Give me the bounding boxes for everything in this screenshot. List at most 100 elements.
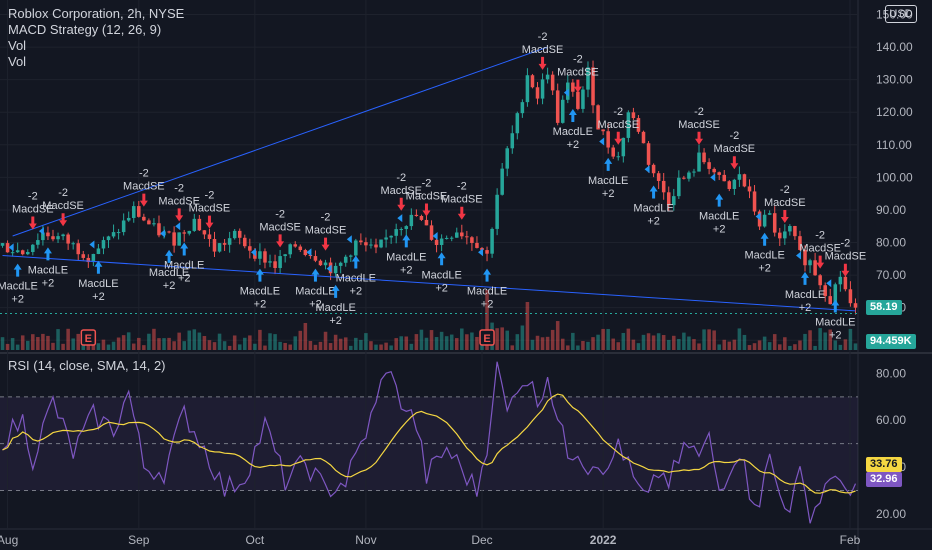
volume-bar <box>106 344 111 350</box>
candle-body <box>313 256 318 261</box>
sell-arrow-icon <box>422 203 431 217</box>
currency-button[interactable]: USD <box>885 5 917 23</box>
sell-arrow-icon <box>614 131 623 145</box>
sell-arrow-icon <box>28 216 37 230</box>
candle-body <box>611 147 615 157</box>
short-qty-label: -2 <box>396 172 406 184</box>
long-entry-label: MacdLE <box>785 289 825 301</box>
candle-body <box>243 237 247 247</box>
volume-bar <box>142 345 146 350</box>
long-qty-label: +2 <box>350 286 363 298</box>
long-qty-label: +2 <box>400 264 413 276</box>
candle-body <box>116 232 121 234</box>
volume-bar <box>813 345 817 350</box>
volume-bar <box>278 341 282 350</box>
short-entry-label: MacdSE <box>189 203 231 215</box>
volume-bar <box>429 330 434 350</box>
price-tick-label: 90.00 <box>876 203 906 217</box>
short-entry-label: MacdSE <box>825 251 867 263</box>
volume-bar <box>560 338 565 350</box>
volume-bar <box>757 340 762 350</box>
candle-body <box>727 181 732 189</box>
candle-body <box>621 137 626 157</box>
volume-bar <box>475 336 479 350</box>
buy-arrow-icon <box>165 249 174 263</box>
long-qty-label: +2 <box>567 139 580 151</box>
volume-bar <box>843 339 848 350</box>
volume-bar <box>187 330 192 350</box>
price-tick-label: 80.00 <box>876 236 906 250</box>
sell-arrow-icon <box>573 79 582 93</box>
volume-bar <box>783 337 787 350</box>
candle-body <box>500 168 504 195</box>
volume-bar <box>258 329 262 350</box>
candle-body <box>20 250 25 255</box>
volume-bar <box>308 340 313 350</box>
volume-bar <box>192 329 197 350</box>
short-qty-label: -2 <box>573 54 583 66</box>
strategy-label: MACD Strategy (12, 26, 9) <box>8 22 162 37</box>
candle-body <box>793 225 797 237</box>
volume-bar <box>76 333 80 350</box>
long-entry-label: MacdLE <box>149 267 189 279</box>
volume-bar <box>101 339 106 350</box>
volume-label-2: Vol <box>8 54 27 69</box>
short-qty-label: -2 <box>538 31 548 43</box>
short-qty-label: -2 <box>422 177 432 189</box>
volume-bar <box>61 343 65 350</box>
candle-body <box>762 214 767 227</box>
short-entry-label: MacdSE <box>441 194 483 206</box>
long-entry-label: MacdLE <box>0 281 38 293</box>
long-entry-label: MacdLE <box>699 211 739 223</box>
candle-body <box>258 251 262 259</box>
candle-body <box>76 243 80 255</box>
volume-bar <box>454 338 459 350</box>
candle-body <box>167 231 171 233</box>
volume-bar <box>116 337 121 350</box>
candle-body <box>273 261 277 268</box>
volume-bar <box>359 339 363 350</box>
volume-bar <box>121 335 126 350</box>
candle-body <box>778 232 782 239</box>
volume-bar <box>838 344 843 350</box>
candle-body <box>752 191 757 212</box>
volume-bar <box>343 337 348 350</box>
sell-arrow-icon <box>321 237 330 251</box>
volume-bar <box>399 336 404 350</box>
entry-marker-icon <box>160 229 166 238</box>
volume-bar <box>808 330 812 350</box>
volume-bar <box>424 337 429 350</box>
candle-body <box>61 234 65 237</box>
time-tick-label: Oct <box>246 533 265 547</box>
buy-arrow-icon <box>402 234 411 248</box>
volume-bar <box>722 339 727 350</box>
candle-body <box>591 67 595 106</box>
short-qty-label: -2 <box>780 184 790 196</box>
volume-bar <box>601 328 605 350</box>
volume-bar <box>288 344 292 350</box>
entry-marker-icon <box>478 248 484 257</box>
candle-body <box>742 174 747 187</box>
long-qty-label: +2 <box>602 188 615 200</box>
candle-body <box>672 196 676 206</box>
volume-bar <box>338 338 343 350</box>
long-qty-label: +2 <box>758 263 771 275</box>
rsi-tick-label: 80.00 <box>876 366 906 380</box>
candle-body <box>717 172 721 175</box>
sell-arrow-icon <box>397 197 406 211</box>
candle-body <box>525 75 530 103</box>
candle-body <box>505 148 509 169</box>
candle-body <box>803 249 807 266</box>
sell-arrow-icon <box>730 156 739 170</box>
volume-bar <box>25 340 30 350</box>
volume-bar <box>460 328 464 350</box>
volume-bar <box>545 336 550 350</box>
rsi-tick-label: 20.00 <box>876 507 906 521</box>
volume-bar <box>323 331 328 350</box>
sell-arrow-icon <box>538 56 547 70</box>
candle-body <box>545 74 550 80</box>
candle-body <box>818 275 822 286</box>
short-qty-label: -2 <box>58 187 68 199</box>
long-qty-label: +2 <box>163 280 176 292</box>
